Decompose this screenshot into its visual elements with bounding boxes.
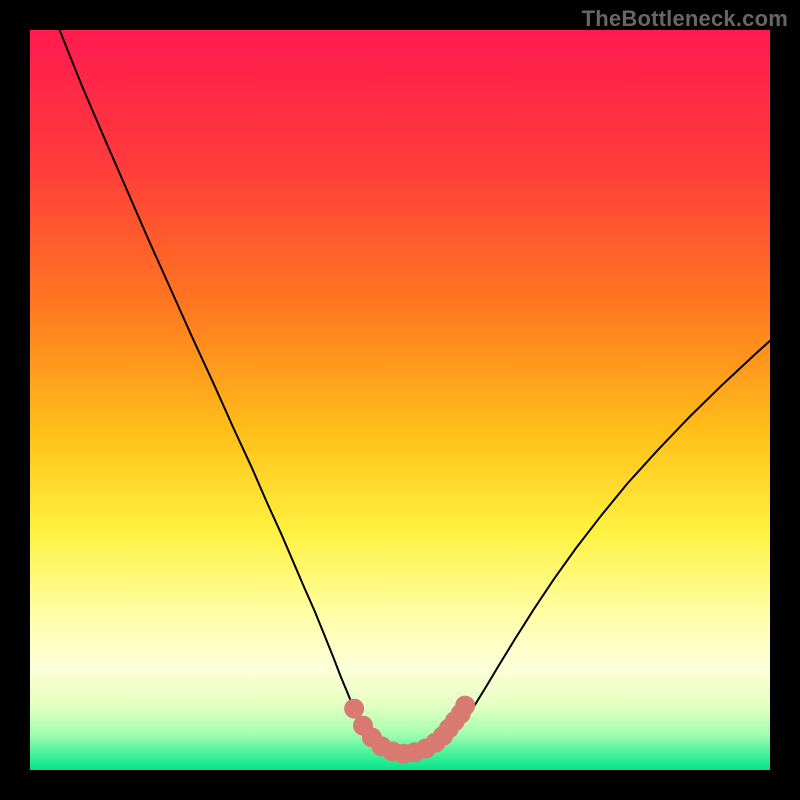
figure-container: TheBottleneck.com bbox=[0, 0, 800, 800]
marker-dot bbox=[455, 696, 475, 716]
attribution-text: TheBottleneck.com bbox=[582, 6, 788, 32]
plot-svg bbox=[30, 30, 770, 770]
plot-area bbox=[30, 30, 770, 770]
gradient-background bbox=[30, 30, 770, 770]
marker-dot bbox=[344, 699, 364, 719]
